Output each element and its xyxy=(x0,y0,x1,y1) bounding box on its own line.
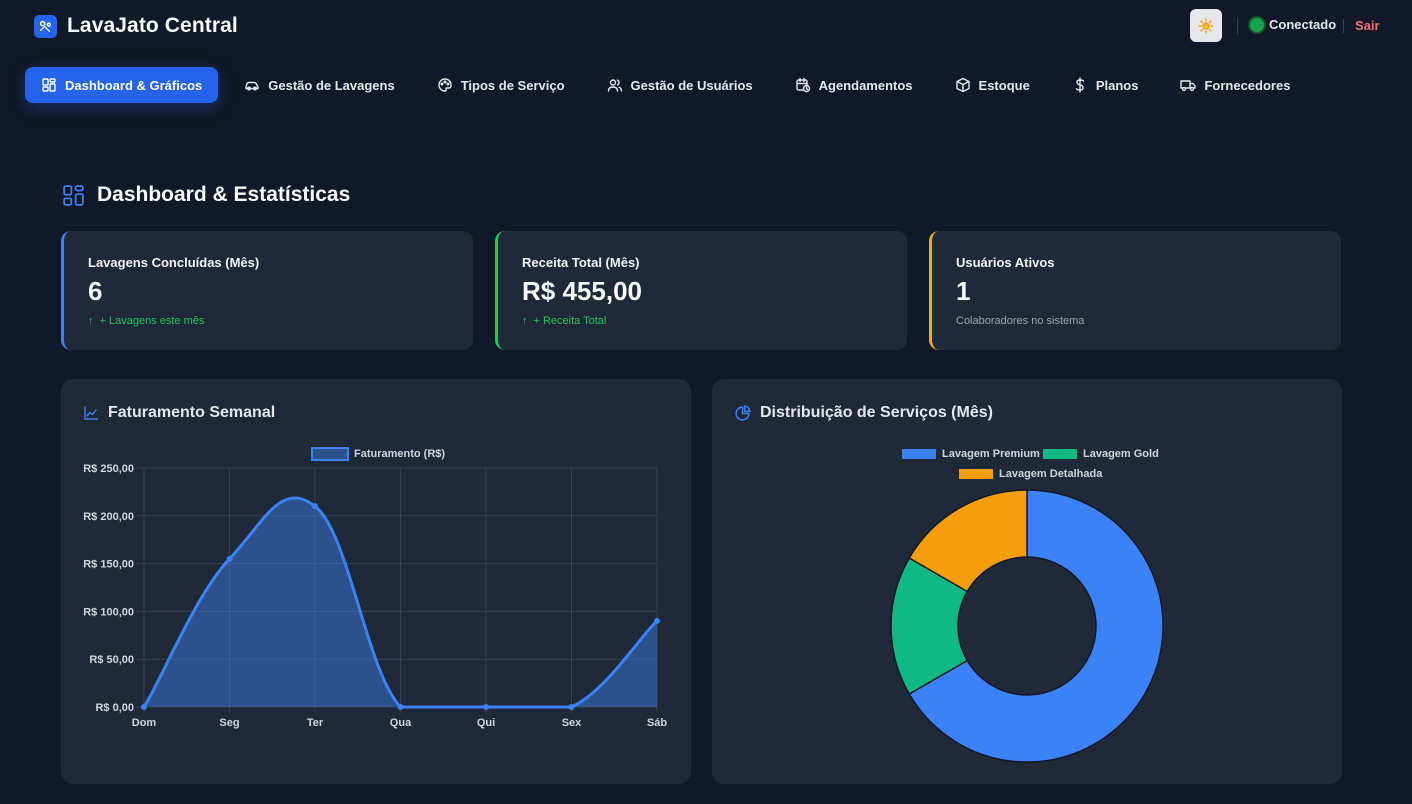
palette-icon xyxy=(438,78,452,92)
legend-swatch xyxy=(1043,449,1077,459)
panel-title: Distribuição de Serviços (Mês) xyxy=(734,404,993,422)
sun-icon xyxy=(1198,17,1214,34)
data-point xyxy=(568,704,575,710)
nav-item-label: Agendamentos xyxy=(818,77,913,93)
stat-card-usuarios: Usuários Ativos 1 Colaboradores no siste… xyxy=(929,231,1341,350)
connection-status: Conectado xyxy=(1250,17,1336,32)
pie-slice xyxy=(908,489,1028,593)
service-distribution-chart: Lavagem Premium Lavagem Gold Lavagem Detal… xyxy=(890,448,1164,763)
logout-button[interactable]: Sair xyxy=(1355,18,1380,33)
stat-label: Lavagens Concluídas (Mês) xyxy=(88,255,260,270)
y-tick-label: R$ 100,00 xyxy=(83,606,134,618)
app-title: LavaJato Central xyxy=(67,14,238,37)
line-chart-icon xyxy=(84,406,98,420)
x-tick-label: Sex xyxy=(562,717,582,729)
x-tick-label: Sáb xyxy=(647,717,667,729)
arrow-up-icon: ↑ xyxy=(88,315,94,327)
legend-label: Faturamento (R$) xyxy=(354,448,445,460)
pie-chart-icon xyxy=(735,404,751,421)
pie-slice xyxy=(908,489,1164,763)
car-icon xyxy=(245,81,259,91)
legend-label: Lavagem Premium xyxy=(942,448,1040,460)
divider xyxy=(1343,19,1344,33)
nav-item-usuarios[interactable]: Gestão de Usuários xyxy=(591,67,769,103)
y-tick-label: R$ 250,00 xyxy=(83,463,134,475)
x-tick-label: Qua xyxy=(390,717,412,729)
status-text: Conectado xyxy=(1269,17,1337,32)
panel-title-text: Faturamento Semanal xyxy=(108,404,276,421)
panel-title: Faturamento Semanal xyxy=(83,404,275,422)
nav-item-label: Dashboard & Gráficos xyxy=(65,77,203,93)
x-tick-label: Qui xyxy=(477,717,495,729)
panel-title-text: Distribuição de Serviços (Mês) xyxy=(760,404,993,421)
weekly-revenue-panel: Faturamento Semanal R$ 0,00 R$ 50,00 R$ 10… xyxy=(61,379,691,784)
truck-icon xyxy=(1180,80,1197,92)
stat-card-lavagens: Lavagens Concluídas (Mês) 6 ↑ + Lavagens… xyxy=(61,231,473,350)
nav-item-estoque[interactable]: Estoque xyxy=(939,67,1046,103)
x-tick-label: Seg xyxy=(219,717,239,729)
calendar-clock-icon xyxy=(795,77,810,93)
data-point xyxy=(226,555,233,562)
dollar-icon xyxy=(1075,77,1085,93)
nav-item-label: Planos xyxy=(1095,77,1139,93)
y-tick-label: R$ 50,00 xyxy=(89,654,134,666)
brand[interactable]: LavaJato Central xyxy=(34,14,238,38)
service-distribution-panel: Distribuição de Serviços (Mês) Lavagem P… xyxy=(712,379,1342,784)
car-wash-logo-icon xyxy=(34,14,57,38)
stat-subtext: ↑ + Receita Total xyxy=(522,315,907,327)
stat-subtext: ↑ + Lavagens este mês xyxy=(88,315,473,327)
theme-toggle-button[interactable] xyxy=(1190,9,1222,42)
users-icon xyxy=(607,79,622,92)
divider xyxy=(1237,17,1238,35)
legend-swatch xyxy=(902,449,936,459)
main-nav: Dashboard & Gráficos Gestão de Lavagens … xyxy=(25,67,1306,103)
y-tick-label: R$ 150,00 xyxy=(83,559,134,571)
legend-label: Lavagem Detalhada xyxy=(999,468,1103,480)
stat-value: 1 xyxy=(956,276,971,306)
nav-item-dashboard[interactable]: Dashboard & Gráficos xyxy=(25,67,219,103)
nav-item-label: Gestão de Lavagens xyxy=(268,77,395,93)
stat-subtext-label: + Lavagens este mês xyxy=(99,315,205,327)
x-tick-label: Ter xyxy=(307,717,324,729)
x-tick-label: Dom xyxy=(132,717,157,729)
series-area xyxy=(144,497,657,707)
page-title-text: Dashboard & Estatísticas xyxy=(97,183,351,206)
y-tick-label: R$ 200,00 xyxy=(83,511,134,523)
top-bar: LavaJato Central Conectado Sair xyxy=(0,0,1412,52)
nav-item-lavagens[interactable]: Gestão de Lavagens xyxy=(228,67,410,103)
legend-swatch xyxy=(959,469,993,479)
nav-item-label: Estoque xyxy=(978,77,1030,93)
stat-label: Receita Total (Mês) xyxy=(522,255,640,270)
stat-value: R$ 455,00 xyxy=(522,276,642,306)
data-point xyxy=(397,704,404,710)
dashboard-grid-icon xyxy=(42,78,56,92)
nav-item-tipos-servico[interactable]: Tipos de Serviço xyxy=(421,67,581,103)
stat-card-receita: Receita Total (Mês) R$ 455,00 ↑ + Receit… xyxy=(495,231,907,350)
data-point xyxy=(141,704,147,710)
stat-subtext-label: Colaboradores no sistema xyxy=(956,315,1085,327)
page-title: Dashboard & Estatísticas xyxy=(62,183,350,207)
stat-subtext: Colaboradores no sistema xyxy=(956,315,1341,327)
legend-label: Lavagem Gold xyxy=(1083,448,1159,460)
arrow-up-icon: ↑ xyxy=(522,315,528,327)
stat-value: 6 xyxy=(88,276,103,306)
weekly-revenue-chart: R$ 0,00 R$ 50,00 R$ 100,00 R$ 150,00 R$ 200,… xyxy=(83,447,667,729)
status-dot-icon xyxy=(1250,17,1264,32)
legend-swatch xyxy=(311,447,349,461)
stat-label: Usuários Ativos xyxy=(956,255,1055,270)
dashboard-grid-icon xyxy=(63,184,84,206)
nav-item-planos[interactable]: Planos xyxy=(1056,67,1155,103)
y-tick-label: R$ 0,00 xyxy=(95,702,134,714)
data-point xyxy=(312,503,318,510)
nav-item-label: Gestão de Usuários xyxy=(630,77,753,93)
data-point xyxy=(483,704,489,710)
nav-item-label: Tipos de Serviço xyxy=(460,77,565,93)
nav-item-agendamentos[interactable]: Agendamentos xyxy=(779,67,929,103)
package-icon xyxy=(955,77,970,93)
stat-subtext-label: + Receita Total xyxy=(533,315,607,327)
nav-item-fornecedores[interactable]: Fornecedores xyxy=(1164,67,1306,103)
nav-item-label: Fornecedores xyxy=(1204,77,1291,93)
data-point xyxy=(654,617,660,624)
